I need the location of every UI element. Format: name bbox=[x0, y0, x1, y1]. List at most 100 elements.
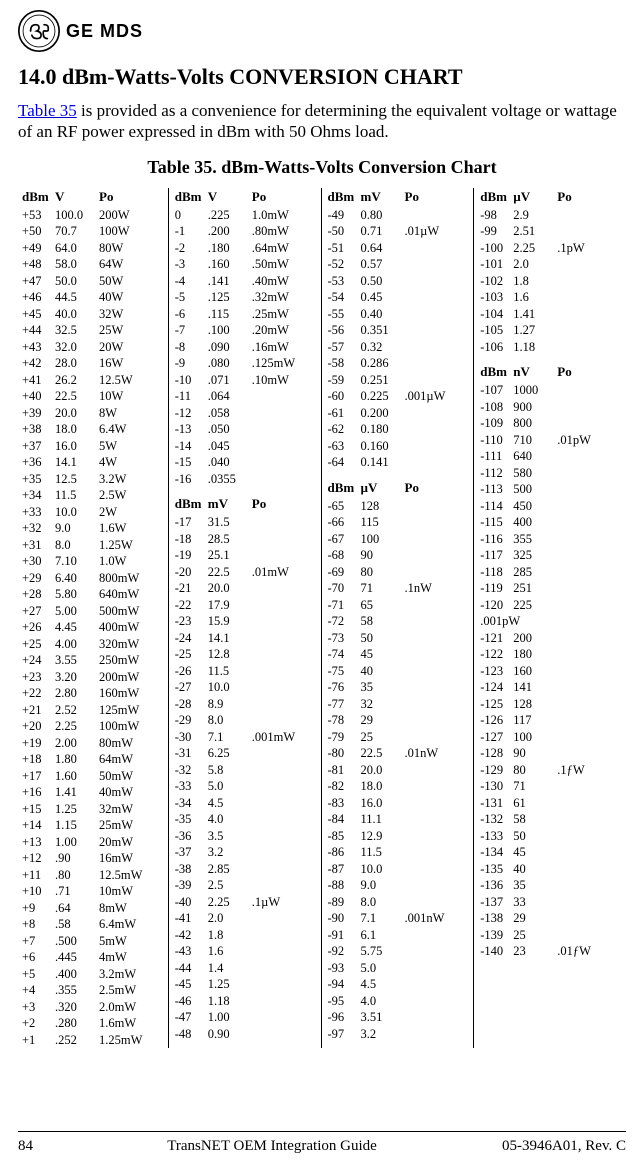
table-row: -307.1.001mW bbox=[175, 729, 317, 746]
table-row: -15.040 bbox=[175, 454, 317, 471]
table-row: -2022.5.01mW bbox=[175, 564, 317, 581]
table-row: -7732 bbox=[328, 696, 470, 713]
table-row: -119251 bbox=[480, 580, 622, 597]
table-row: -14.045 bbox=[175, 438, 317, 455]
table-row: -954.0 bbox=[328, 993, 470, 1010]
table-row: -113500 bbox=[480, 481, 622, 498]
table-row: -11.064 bbox=[175, 388, 317, 405]
col1-header: dBm V Po bbox=[22, 188, 164, 205]
table-row: -560.351 bbox=[328, 322, 470, 339]
conversion-table: dBm V Po +53100.0200W+5070.7100W+4964.08… bbox=[18, 188, 626, 1049]
table-row: -111640 bbox=[480, 448, 622, 465]
table-row: -2611.5 bbox=[175, 663, 317, 680]
table-row: -2512.8 bbox=[175, 646, 317, 663]
table-row: +212.52125mW bbox=[22, 702, 164, 719]
table-row: -13733 bbox=[480, 894, 622, 911]
table-row: -8512.9 bbox=[328, 828, 470, 845]
table-row: +4964.080W bbox=[22, 240, 164, 257]
table-row: -471.00 bbox=[175, 1009, 317, 1026]
table-row: -1828.5 bbox=[175, 531, 317, 548]
table-row: -12890 bbox=[480, 745, 622, 762]
table-row: -7258 bbox=[328, 613, 470, 630]
table-row: -3.160.50mW bbox=[175, 256, 317, 273]
table-row: -630.160 bbox=[328, 438, 470, 455]
table-row: -1002.25.1pW bbox=[480, 240, 622, 257]
logo-row: GE MDS bbox=[18, 10, 626, 52]
table-row: -4.141.40mW bbox=[175, 273, 317, 290]
table-row: -431.6 bbox=[175, 943, 317, 960]
table-row: -1031.6 bbox=[480, 289, 622, 306]
table-link[interactable]: Table 35 bbox=[18, 101, 77, 120]
table-row: -8218.0 bbox=[328, 778, 470, 795]
table-row: -480.90 bbox=[175, 1026, 317, 1043]
table-row: -2120.0 bbox=[175, 580, 317, 597]
table-row: -7925 bbox=[328, 729, 470, 746]
table-row: +151.2532mW bbox=[22, 801, 164, 818]
table-row: -13071 bbox=[480, 778, 622, 795]
col4-header-b: dBm nV Po bbox=[480, 363, 622, 380]
table-row: +3920.08W bbox=[22, 405, 164, 422]
table-row: -889.0 bbox=[328, 877, 470, 894]
table-row: -1071000 bbox=[480, 382, 622, 399]
table-row: -620.180 bbox=[328, 421, 470, 438]
table-row: -112580 bbox=[480, 465, 622, 482]
table-row: +296.40800mW bbox=[22, 570, 164, 587]
table-row: +3411.52.5W bbox=[22, 487, 164, 504]
table-row: +329.01.6W bbox=[22, 520, 164, 537]
table-row: +275.00500mW bbox=[22, 603, 164, 620]
table-row: -2414.1 bbox=[175, 630, 317, 647]
table-row: -2.180.64mW bbox=[175, 240, 317, 257]
intro-text: is provided as a convenience for determi… bbox=[18, 101, 617, 141]
table-row: -550.40 bbox=[328, 306, 470, 323]
table-row: -451.25 bbox=[175, 976, 317, 993]
table-row: +3614.14W bbox=[22, 454, 164, 471]
table-row: -7071.1nW bbox=[328, 580, 470, 597]
table-row: -8022.5.01nW bbox=[328, 745, 470, 762]
table-row: -13161 bbox=[480, 795, 622, 812]
table-row: -907.1.001nW bbox=[328, 910, 470, 927]
table-row: -126117 bbox=[480, 712, 622, 729]
table-row: -115400 bbox=[480, 514, 622, 531]
table-row: +12.9016mW bbox=[22, 850, 164, 867]
footer-rev: 05-3946A01, Rev. C bbox=[466, 1138, 626, 1155]
table-row: -114450 bbox=[480, 498, 622, 515]
table-row: +4.3552.5mW bbox=[22, 982, 164, 999]
table-row: -402.25.1µW bbox=[175, 894, 317, 911]
table-row: -982.9 bbox=[480, 207, 622, 224]
table-row: -6.115.25mW bbox=[175, 306, 317, 323]
table-row: +318.01.25W bbox=[22, 537, 164, 554]
col2-header-b: dBm mV Po bbox=[175, 495, 317, 512]
table-row: -510.64 bbox=[328, 240, 470, 257]
column-1: dBm V Po +53100.0200W+5070.7100W+4964.08… bbox=[18, 188, 168, 1049]
table-row: -1021.8 bbox=[480, 273, 622, 290]
table-row: +3310.02W bbox=[22, 504, 164, 521]
table-row: -65128 bbox=[328, 498, 470, 515]
table-row: +6.4454mW bbox=[22, 949, 164, 966]
table-row: -14023.01ƒW bbox=[480, 943, 622, 960]
table-row: -109800 bbox=[480, 415, 622, 432]
table-row: +4432.525W bbox=[22, 322, 164, 339]
table-row: +254.00320mW bbox=[22, 636, 164, 653]
table-row: 0.2251.0mW bbox=[175, 207, 317, 224]
table-row: +4644.540W bbox=[22, 289, 164, 306]
table-row: -12980.1ƒW bbox=[480, 762, 622, 779]
table-row: +264.45400mW bbox=[22, 619, 164, 636]
table-row: -13.050 bbox=[175, 421, 317, 438]
table-row: -963.51 bbox=[328, 1009, 470, 1026]
table-row: +233.20200mW bbox=[22, 669, 164, 686]
table-row: -373.2 bbox=[175, 844, 317, 861]
table-row: -124141 bbox=[480, 679, 622, 696]
table-row: -120225 bbox=[480, 597, 622, 614]
table-row: -580.286 bbox=[328, 355, 470, 372]
table-row: -13445 bbox=[480, 844, 622, 861]
col2-header-a: dBm V Po bbox=[175, 188, 317, 205]
table-row: -1041.41 bbox=[480, 306, 622, 323]
col3-header-a: dBm mV Po bbox=[328, 188, 470, 205]
table-row: -5.125.32mW bbox=[175, 289, 317, 306]
table-row: -8120.0 bbox=[328, 762, 470, 779]
table-row: +4332.020W bbox=[22, 339, 164, 356]
table-row: +8.586.4mW bbox=[22, 916, 164, 933]
table-row: -125128 bbox=[480, 696, 622, 713]
table-row: -600.225.001µW bbox=[328, 388, 470, 405]
table-row: -898.0 bbox=[328, 894, 470, 911]
